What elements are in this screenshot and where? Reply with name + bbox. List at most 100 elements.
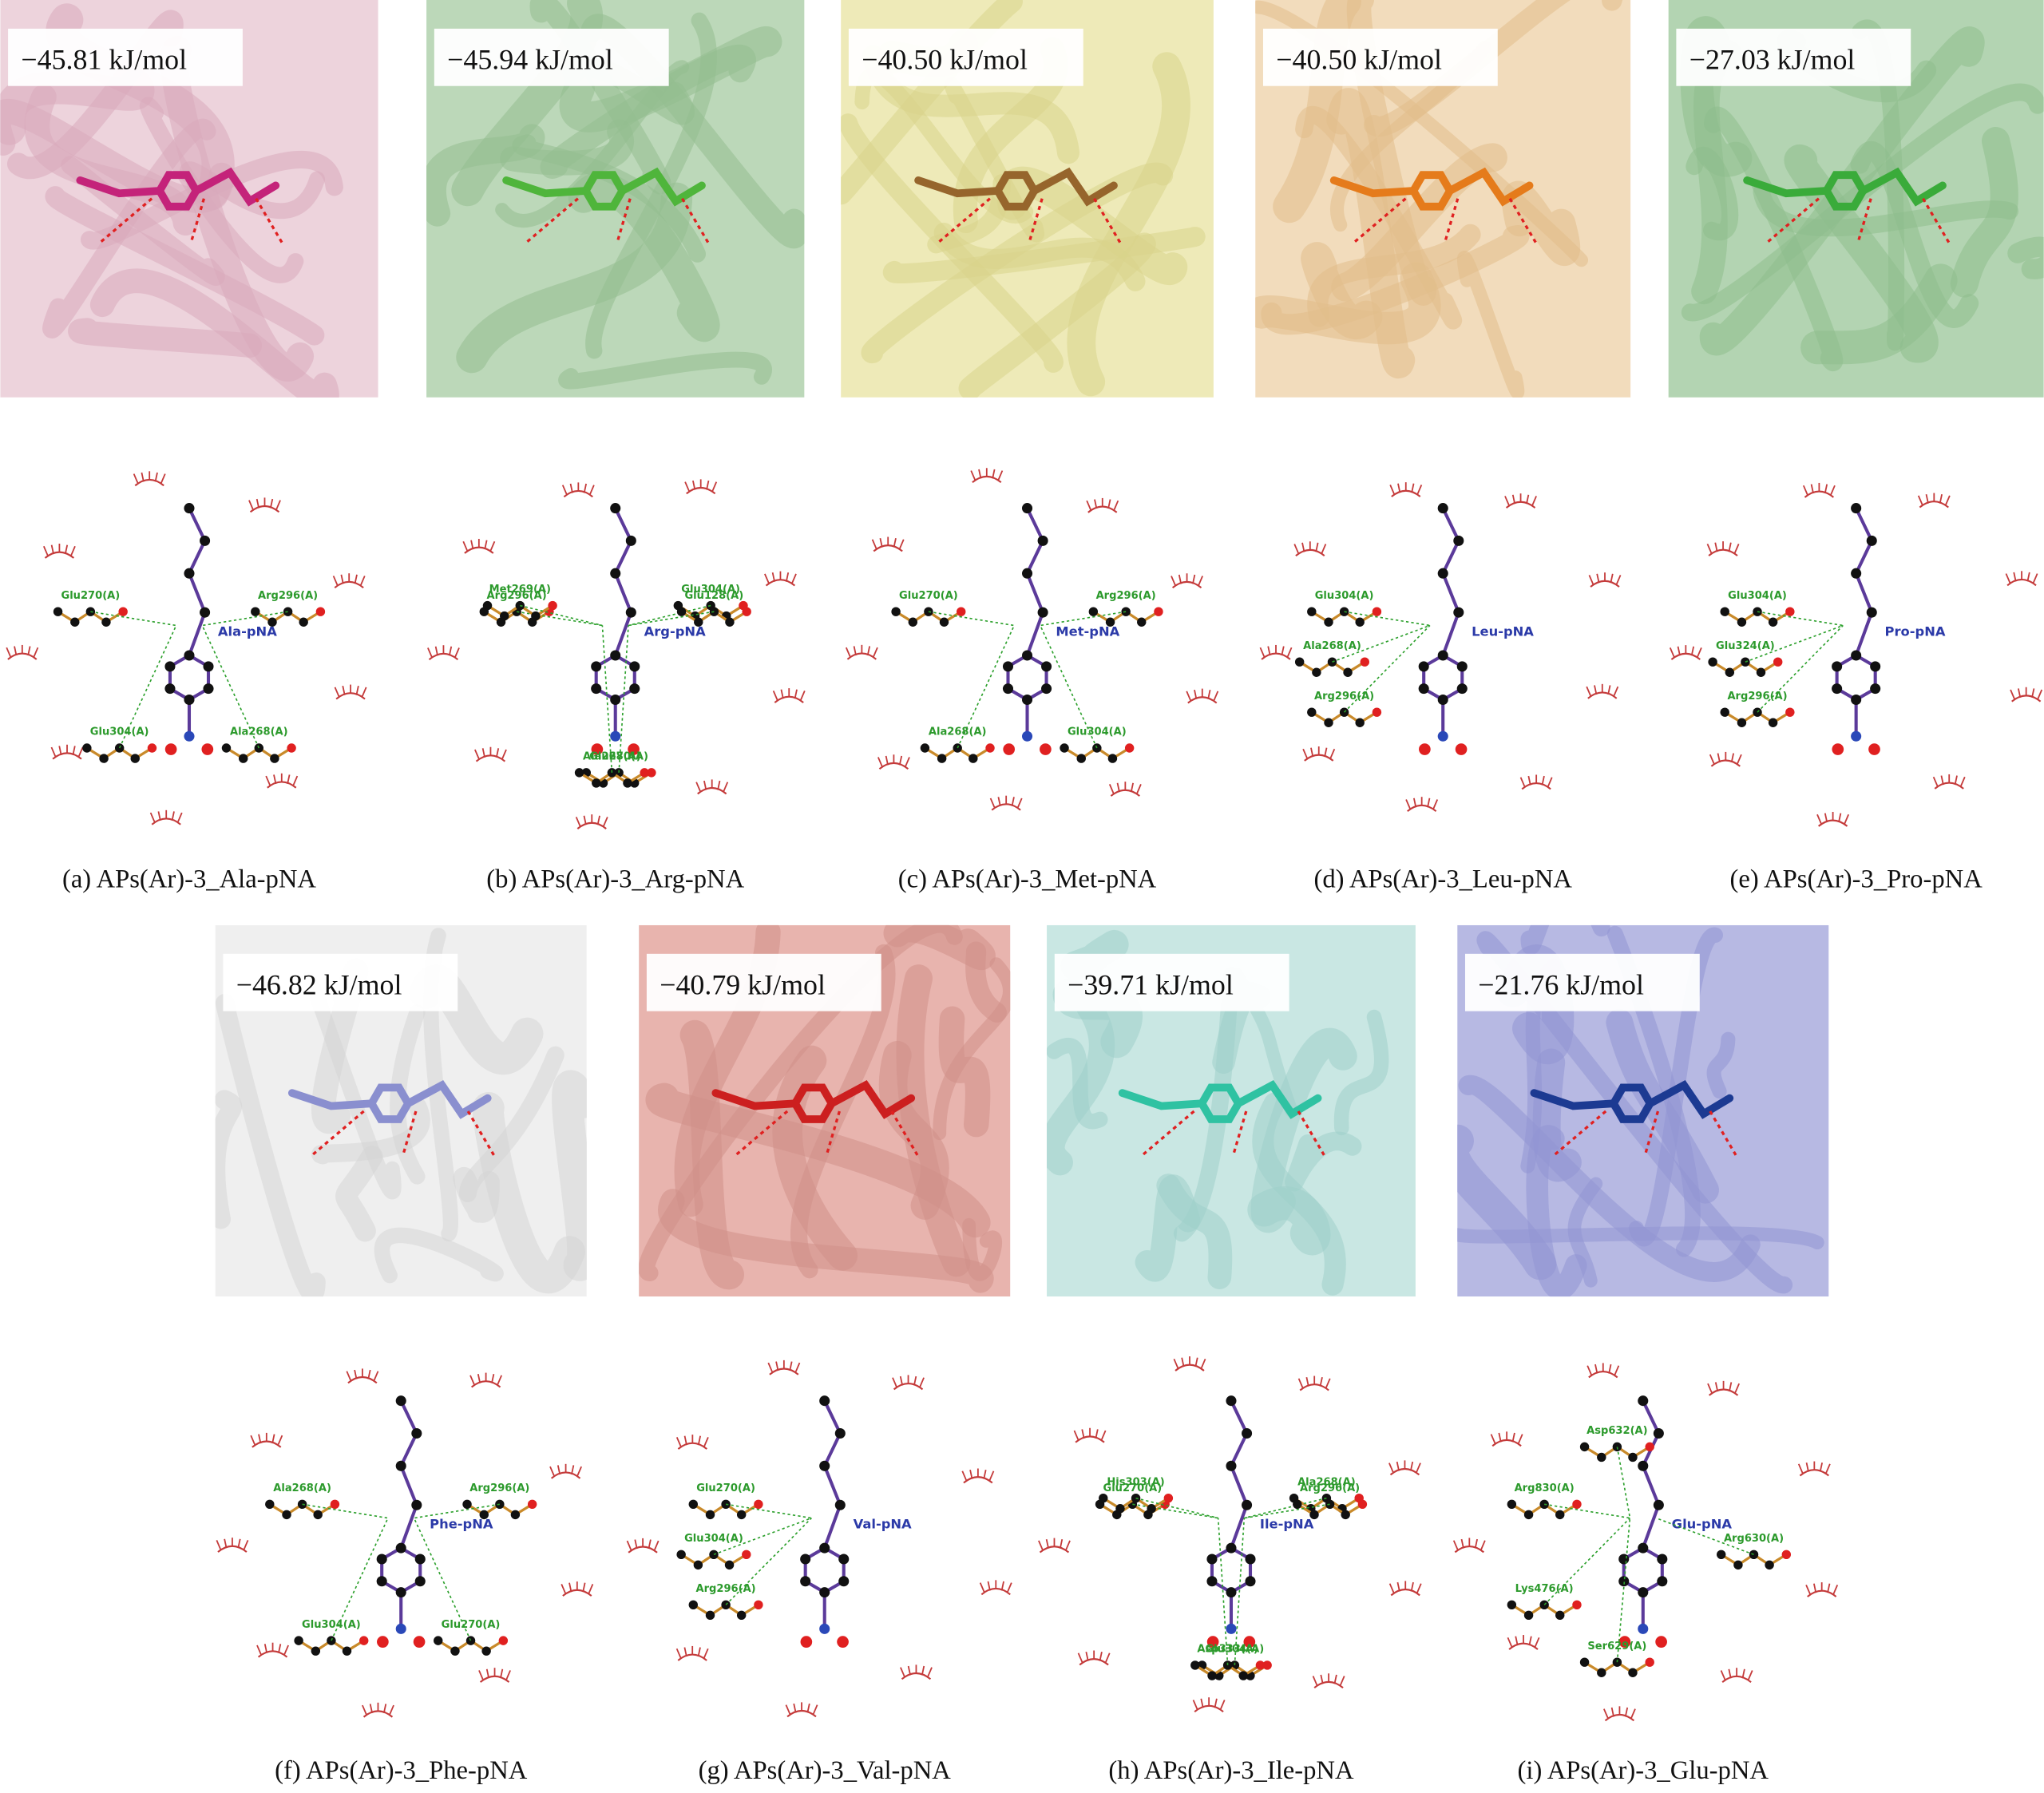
eyelash-arc: [677, 1653, 707, 1661]
hydrophobic-contact: [764, 571, 797, 587]
ligand-chain: [914, 176, 1002, 198]
ligand-backbone-2d: [822, 1399, 842, 1549]
eyelash-spike: [653, 1540, 660, 1550]
hydrophobic-contact: [1507, 1635, 1540, 1650]
eyelash-arc: [1587, 691, 1618, 699]
atom-n: [610, 730, 621, 742]
atom: [479, 1510, 489, 1520]
protein-ribbon: [390, 1004, 426, 1185]
eyelash-arc: [52, 752, 82, 760]
eyelash-spike: [70, 545, 76, 556]
eyelash-arc: [1304, 754, 1334, 762]
atom: [1618, 1576, 1630, 1587]
atom: [1437, 650, 1448, 661]
atom-o: [754, 1600, 763, 1609]
protein-ribbon: [658, 1189, 994, 1293]
eyelash-arc: [893, 1382, 924, 1391]
ligand-name: Met-pNA: [1056, 624, 1119, 639]
eyelash-spike: [373, 1371, 379, 1381]
atom: [1022, 568, 1033, 579]
eyelash-spike: [892, 1377, 897, 1387]
ligand-ring-2d: [1622, 1546, 1664, 1594]
eyelash-spike: [1410, 1581, 1414, 1592]
ligand-name: Ala-pNA: [218, 624, 277, 639]
eyelash-spike: [1405, 799, 1411, 809]
protein-ribbon: [68, 318, 263, 358]
hydrophobic-contact: [1706, 541, 1740, 556]
eyelash-spike: [1813, 1583, 1817, 1593]
h-bond-2d: [1655, 1517, 1754, 1556]
protein-ribbon: [883, 924, 996, 971]
eyelash-spike: [1534, 1637, 1540, 1648]
atom: [1653, 1499, 1664, 1510]
atom: [693, 1560, 703, 1570]
atom-o: [1163, 1493, 1174, 1503]
atom-o: [1781, 1550, 1792, 1560]
eyelash-spike: [1504, 496, 1510, 506]
hydrophobic-contact: [1312, 1673, 1345, 1689]
residue-label: Asp632(A): [1586, 1425, 1647, 1437]
eyelash-spike: [1729, 1382, 1733, 1392]
eyelash-spike: [1824, 484, 1828, 494]
protein-ribbon: [2007, 236, 2044, 279]
eyelash-arc: [44, 551, 75, 559]
atom-o: [1645, 1442, 1654, 1452]
protein-ribbon: [882, 227, 1206, 283]
eyelash-arc: [1261, 652, 1291, 660]
structure-image: −27.03 kJ/mol: [1668, 0, 2044, 398]
eyelash-spike: [812, 1704, 818, 1715]
eyelash-spike: [806, 1703, 810, 1713]
eyelash-spike: [1594, 1364, 1598, 1374]
atom: [1137, 617, 1147, 627]
eyelash-spike: [154, 472, 158, 482]
atom: [969, 754, 978, 763]
atom-o: [1655, 1636, 1667, 1649]
eyelash-spike: [1728, 1668, 1732, 1679]
hydrophobic-contact: [346, 1368, 379, 1384]
residue-label: Arg296(A): [258, 590, 318, 602]
ligand-backbone-2d: [1641, 1399, 1661, 1549]
residue-label: Arg296(A): [487, 590, 547, 602]
residue-label: Glu270(A): [1103, 1482, 1162, 1494]
eyelash-spike: [1526, 494, 1530, 505]
residue-label: Glu270(A): [61, 590, 120, 602]
eyelash-spike: [157, 811, 161, 821]
panel: −45.81 kJ/mol Ala-pNA Glu270(A) Glu304(A) Al…: [0, 0, 378, 894]
hydrophobic-contact: [1504, 493, 1537, 509]
eyelash-spike: [1747, 1670, 1753, 1680]
ligand-ring-2d: [803, 1546, 846, 1594]
eyelash-spike: [1412, 798, 1417, 808]
atom: [688, 1499, 698, 1510]
eyelash-spike: [1320, 1674, 1324, 1684]
eyelash-arc: [1708, 548, 1738, 556]
eyelash-spike: [775, 1361, 779, 1371]
atom: [953, 743, 962, 753]
hydrophobic-contact: [845, 644, 878, 660]
atom: [1324, 617, 1333, 627]
atom: [800, 1576, 811, 1587]
eyelash-spike: [1301, 542, 1305, 552]
eyelash-spike: [171, 811, 175, 821]
atom: [1708, 657, 1717, 667]
eyelash-spike: [224, 1538, 228, 1549]
eyelash-spike: [248, 500, 254, 510]
eyelash-spike: [1939, 494, 1943, 504]
atom: [1312, 667, 1321, 677]
atom: [376, 1576, 387, 1587]
eyelash-spike: [1293, 544, 1299, 554]
eyelash-spike: [684, 481, 690, 492]
ligand-chain: [827, 1079, 916, 1119]
atom-o: [628, 743, 640, 755]
eyelash-arc: [972, 475, 1002, 484]
atom-o: [742, 1550, 751, 1560]
eyelash-spike: [1312, 1676, 1318, 1686]
eyelash-spike: [1630, 1708, 1636, 1719]
eyelash-spike: [1733, 544, 1740, 554]
panel: −45.94 kJ/mol Arg-pNA Arg296(A) Glu270(A) Gl…: [426, 0, 806, 894]
ligand-chain: [404, 1079, 492, 1119]
eyelash-arc: [217, 1545, 248, 1553]
atom: [184, 694, 195, 706]
protein-ribbon: [1686, 147, 1739, 241]
structure-image: −40.79 kJ/mol: [639, 924, 1011, 1297]
atom-n: [184, 730, 195, 742]
